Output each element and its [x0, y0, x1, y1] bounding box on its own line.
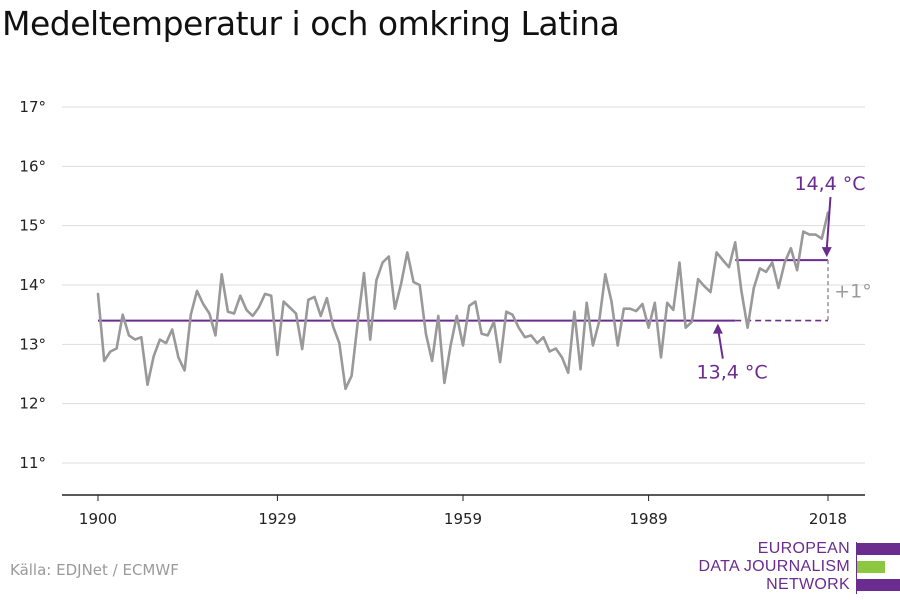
recent-arrow-shaft	[825, 196, 832, 250]
annotations: 13,4 °C 14,4 °C +1°	[697, 173, 872, 384]
logo-line-network: NETWORK	[766, 576, 850, 593]
baseline-arrow-shaft	[717, 331, 724, 359]
y-tick-label: 12°	[19, 395, 46, 413]
x-tick-label: 2018	[809, 510, 847, 528]
temperature-line	[96, 211, 830, 391]
y-axis-tick-labels: 11° 12° 13° 14° 15° 16° 17°	[19, 98, 46, 472]
x-tick-label: 1989	[629, 510, 667, 528]
y-tick-label: 17°	[19, 98, 46, 116]
baseline-value-label: 13,4 °C	[697, 362, 768, 384]
y-tick-label: 16°	[19, 157, 46, 175]
logo-line-data-journalism: DATA JOURNALISM	[698, 558, 850, 575]
chart-title: Medeltemperatur i och omkring Latina	[2, 4, 620, 43]
temperature-series	[96, 211, 830, 391]
y-tick-label: 13°	[19, 335, 46, 353]
y-tick-label: 11°	[19, 454, 46, 472]
logo-bar-middle	[857, 561, 885, 573]
x-tick-label: 1929	[258, 510, 296, 528]
gridlines	[62, 106, 865, 464]
recent-arrow-head	[821, 247, 832, 258]
y-tick-label: 15°	[19, 217, 46, 235]
reference-lines	[98, 259, 829, 322]
logo-bar-top	[857, 543, 900, 555]
x-axis: 1900 1929 1959 1989 2018	[62, 494, 865, 528]
logo-line-european: EUROPEAN	[757, 540, 850, 557]
baseline-arrow-head	[712, 323, 723, 334]
y-tick-label: 14°	[19, 276, 46, 294]
logo-divider	[856, 542, 857, 594]
logo-bar-bottom	[857, 579, 900, 591]
difference-label: +1°	[834, 280, 872, 302]
edjnet-logo: EUROPEAN DATA JOURNALISM NETWORK	[698, 540, 900, 596]
x-tick-label: 1900	[79, 510, 117, 528]
source-note: Källa: EDJNet / ECMWF	[10, 561, 179, 579]
recent-value-label: 14,4 °C	[794, 173, 865, 195]
x-tick-label: 1959	[444, 510, 482, 528]
